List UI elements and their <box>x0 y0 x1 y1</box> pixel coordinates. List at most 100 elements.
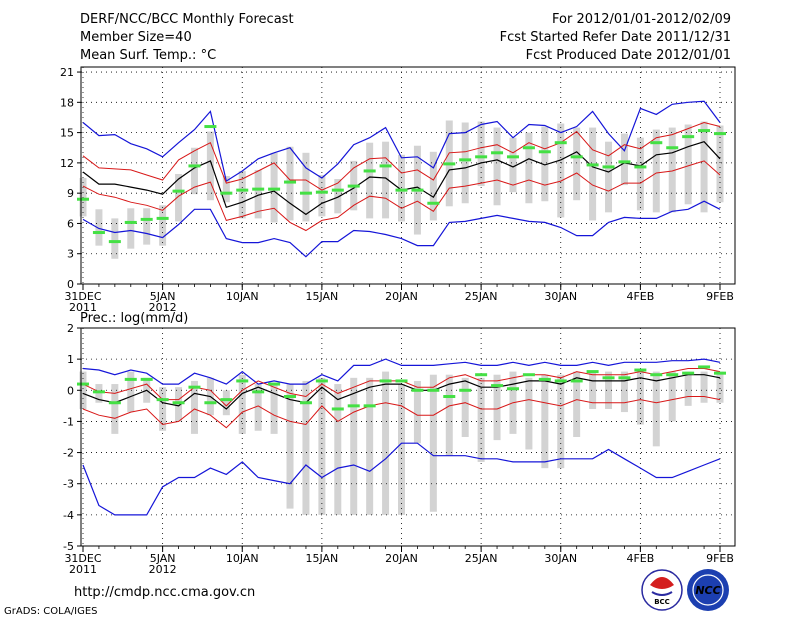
spread-bar <box>700 371 708 403</box>
median-marker <box>682 135 695 139</box>
median-marker <box>363 169 376 173</box>
y-tick-label: 21 <box>60 66 74 79</box>
spread-bar <box>652 371 660 447</box>
bcc-logo-text: BCC <box>654 598 670 606</box>
x-tick-label: 10JAN <box>226 552 259 565</box>
spread-bar <box>127 208 135 249</box>
y-tick-label: 9 <box>67 187 74 200</box>
spread-bar <box>413 380 421 444</box>
spread-bar <box>716 371 724 403</box>
spread-bar <box>270 384 278 434</box>
median-marker <box>268 382 281 386</box>
spread-bar <box>382 141 390 219</box>
median-marker <box>570 379 583 383</box>
x-tick-label: 4FEB <box>626 290 654 303</box>
spread-bar <box>684 371 692 406</box>
x-tick-label: 15JAN <box>305 552 338 565</box>
median-marker <box>252 187 265 191</box>
median-marker <box>634 165 647 169</box>
median-marker <box>650 141 663 145</box>
spread-bar <box>143 208 151 245</box>
y-tick-label: 2 <box>67 322 74 335</box>
median-marker <box>315 190 328 194</box>
median-marker <box>666 146 679 150</box>
spread-bar <box>620 371 628 413</box>
median-marker <box>77 382 89 386</box>
spread-bar <box>190 380 198 434</box>
x-tick-label: 31DEC <box>64 290 101 303</box>
plot-frame <box>80 327 736 547</box>
median-marker <box>443 395 456 399</box>
bcc-logo: BCC <box>641 569 683 611</box>
median-marker <box>108 401 121 405</box>
median-marker <box>602 376 615 380</box>
x-tick-label: 9FEB <box>706 290 734 303</box>
x-tick-year-label: 2012 <box>149 563 177 576</box>
median-marker <box>395 188 408 192</box>
median-marker <box>698 365 711 369</box>
spread-bar <box>557 123 565 218</box>
x-tick-year-label: 2011 <box>69 301 97 314</box>
x-tick-label: 10JAN <box>226 290 259 303</box>
spread-bar <box>700 121 708 213</box>
spread-bar <box>652 129 660 213</box>
spread-bar <box>127 371 135 413</box>
spread-bar <box>429 151 437 221</box>
spread-bar <box>461 122 469 204</box>
median-marker <box>299 401 312 405</box>
median-marker <box>395 379 408 383</box>
median-marker <box>77 197 89 201</box>
median-marker <box>411 388 424 392</box>
median-marker <box>554 379 567 383</box>
spread-bar <box>525 377 533 450</box>
x-tick-label: 30JAN <box>544 290 577 303</box>
y-tick-label: -3 <box>63 478 74 491</box>
median-marker <box>220 191 233 195</box>
y-tick-label: 12 <box>60 157 74 170</box>
median-marker <box>459 388 472 392</box>
spread-bar <box>620 133 628 186</box>
median-marker <box>204 125 217 129</box>
median-marker <box>299 191 312 195</box>
x-tick-label: 20JAN <box>385 552 418 565</box>
spread-bar <box>589 371 597 409</box>
median-marker <box>475 373 488 377</box>
spread-bar <box>461 377 469 437</box>
source-url-link[interactable]: http://cmdp.ncc.cma.gov.cn <box>74 585 255 600</box>
max-line <box>82 358 721 385</box>
median-marker <box>347 184 360 188</box>
spread-bar <box>636 137 644 211</box>
median-marker <box>666 373 679 377</box>
spread-bar <box>111 384 119 434</box>
spread-bar <box>286 146 294 221</box>
median-marker <box>347 404 360 408</box>
median-marker <box>124 377 137 381</box>
median-marker <box>363 404 376 408</box>
median-marker <box>538 377 551 381</box>
median-marker <box>650 373 663 377</box>
x-tick-label: 5JAN <box>150 290 176 303</box>
spread-bar <box>668 371 676 422</box>
median-marker <box>506 387 519 391</box>
ncc-logo-text: NCC <box>695 584 720 597</box>
y-tick-label: 18 <box>60 96 74 109</box>
median-marker <box>522 146 535 150</box>
spread-bar <box>541 126 549 202</box>
y-tick-label: 3 <box>67 248 74 261</box>
median-marker <box>554 141 567 145</box>
spread-bar <box>493 127 501 206</box>
spread-bar <box>589 127 597 221</box>
y-tick-label: -4 <box>63 509 74 522</box>
spread-bar <box>302 380 310 515</box>
spread-bar <box>222 390 230 416</box>
median-marker <box>475 155 488 159</box>
y-tick-label: -5 <box>63 540 74 553</box>
median-marker <box>379 379 392 383</box>
spread-bar <box>716 125 724 203</box>
spread-bar <box>334 384 342 515</box>
median-marker <box>459 158 472 162</box>
x-tick-label: 25JAN <box>465 290 498 303</box>
spread-bar <box>509 137 517 193</box>
median-marker <box>602 165 615 169</box>
median-marker <box>714 132 726 136</box>
